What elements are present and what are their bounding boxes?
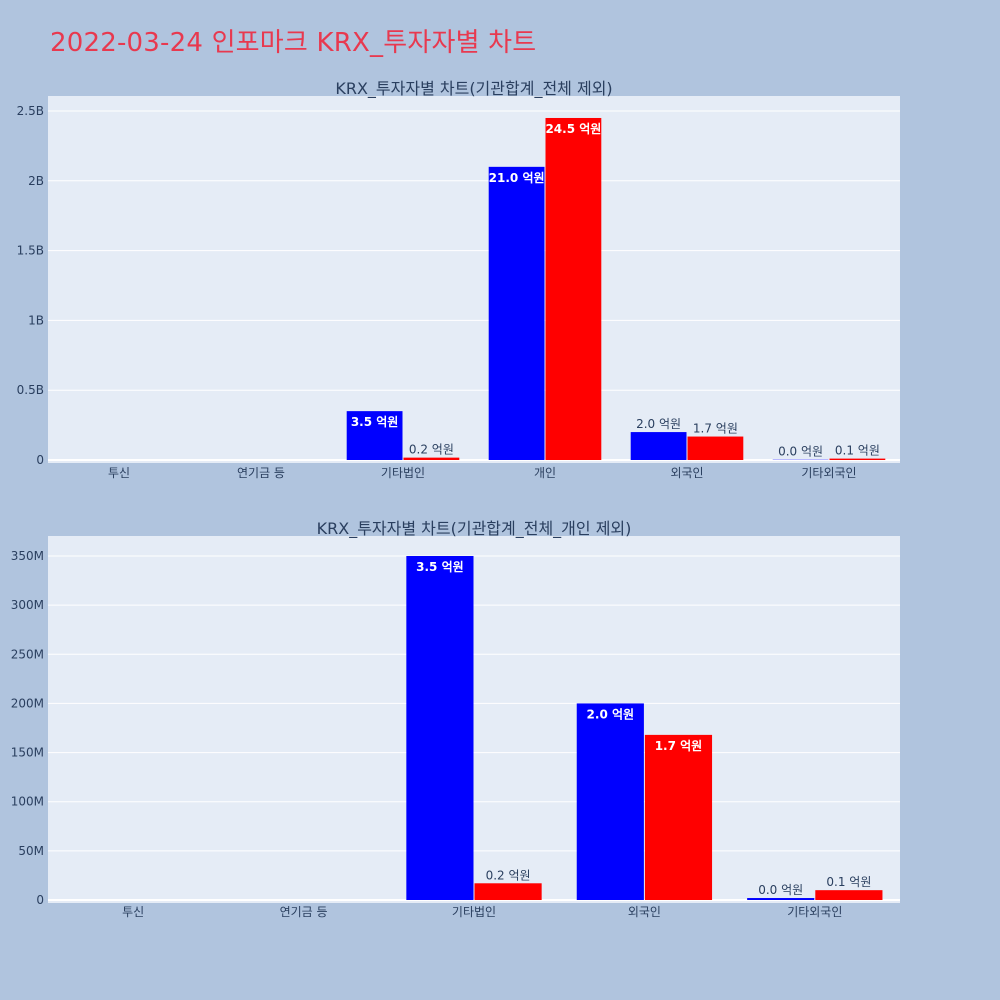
bar-1-4 [576,703,644,900]
x-tick-label: 기타법인 [381,466,425,480]
x-tick-label: 기타법인 [452,905,496,919]
data-label: 1.7 억원 [693,422,738,436]
y-tick-label: 0 [36,453,44,467]
data-label: 0.1 억원 [826,875,871,889]
y-tick-label: 200M [11,696,44,710]
data-label: 21.0 억원 [489,171,545,185]
data-label: 3.5 억원 [416,560,464,574]
y-tick-label: 0 [36,893,44,907]
bar-1-4 [488,166,545,460]
y-tick-label: 50M [18,844,44,858]
y-tick-label: 2B [28,174,44,188]
page-title: 2022-03-24 인포마크 KRX_투자자별 차트 [50,28,537,58]
y-tick-label: 100M [11,795,44,809]
x-tick-label: 투신 [122,905,144,919]
y-tick-label: 1.5B [17,244,44,258]
data-label: 3.5 억원 [351,415,399,429]
chart-title: KRX_투자자별 차트(기관합계_전체_개인 제외) [317,519,632,539]
x-tick-label: 기타외국인 [787,905,842,919]
y-tick-label: 1B [28,313,44,327]
data-label: 0.1 억원 [835,444,880,458]
chart-title: KRX_투자자별 차트(기관합계_전체 제외) [335,79,612,99]
bar-2-3 [403,457,460,460]
bar-2-6 [829,458,886,460]
data-label: 2.0 억원 [636,417,681,431]
x-tick-label: 기타외국인 [801,466,856,480]
data-label: 0.2 억원 [409,443,454,457]
bar-1-3 [406,556,474,900]
bar-1-5 [630,432,687,460]
data-label: 24.5 억원 [545,122,601,136]
x-tick-label: 외국인 [670,466,703,480]
x-tick-label: 투신 [108,466,130,480]
x-tick-label: 연기금 등 [280,905,328,919]
y-tick-label: 300M [11,598,44,612]
bar-2-5 [815,890,883,900]
data-label: 1.7 억원 [655,739,703,753]
x-tick-label: 외국인 [628,905,661,919]
plot-area [48,536,900,903]
bar-2-4 [644,734,713,900]
data-label: 0.2 억원 [486,868,531,882]
chart-1: 0 0.5B 1B 1.5B 2B 2.5B 투신 연기금 등 기타법인 3.5 억원 0.2 억원… [17,79,900,480]
bar-2-5 [687,436,744,460]
x-tick-label: 연기금 등 [237,466,285,480]
data-label: 0.0 억원 [778,445,823,459]
y-tick-label: 350M [11,549,44,563]
bar-2-3 [474,883,542,900]
data-label: 0.0 억원 [758,883,803,897]
bar-2-4 [545,117,602,460]
y-tick-label: 150M [11,746,44,760]
y-tick-label: 0.5B [17,383,44,397]
x-tick-label: 개인 [534,466,556,480]
data-label: 2.0 억원 [587,707,635,721]
chart-2: 0 50M 100M 150M 200M 250M 300M 350M 투신 연기금 등 기타법인 3… [11,519,900,919]
plot-area [48,96,900,463]
bar-1-5 [747,898,815,900]
bar-1-3 [346,411,403,460]
y-tick-label: 250M [11,647,44,661]
y-tick-label: 2.5B [17,104,44,118]
